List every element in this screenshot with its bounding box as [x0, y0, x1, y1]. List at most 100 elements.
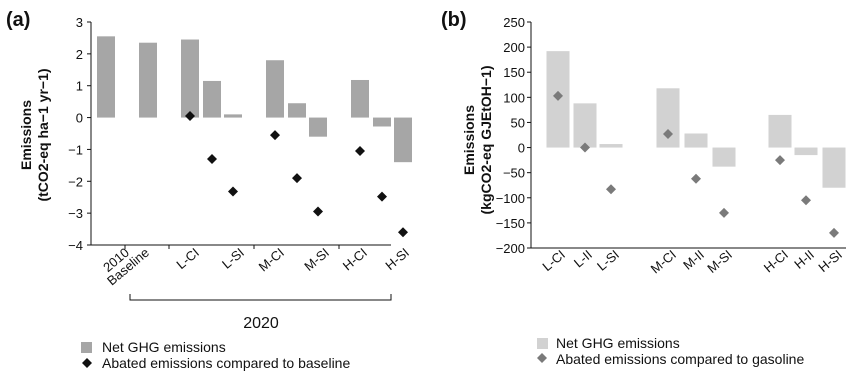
panel-a: (a) Emissions (tCO2-eq ha−1 yr−1) 3 2 1 0 −1…: [6, 9, 412, 371]
panel-b-category-label: M-II: [680, 247, 707, 273]
panel-a-ytick-label: 2: [76, 47, 83, 62]
panel-a-diamond: [292, 173, 302, 184]
panel-b-ytick-label: −200: [496, 241, 525, 256]
panel-b-legend-bar-label: Net GHG emissions: [556, 335, 680, 351]
panel-a-diamond: [185, 110, 195, 121]
panel-a-ylabel: Emissions (tCO2-eq ha−1 yr−1): [18, 68, 51, 201]
panel-b-legend-diamond-swatch: [537, 353, 547, 363]
panel-a-bar: [266, 60, 284, 118]
panel-b-ylabel-line1: Emissions: [461, 105, 477, 175]
panel-b-ylabel: Emissions (kgCO2-eq GJEtOH−1): [461, 66, 494, 215]
panel-b-category-labels: L-CI L-II L-SI M-CI M-IIM-SI H-CI H-IIH-SI: [539, 247, 844, 277]
panel-b-ytick-label: 100: [503, 90, 525, 105]
panel-b-category-label: H-SI: [815, 247, 845, 275]
svg-text:M-II: M-II: [680, 247, 707, 273]
panel-a-ytick-label: 3: [76, 15, 83, 30]
panel-b-ylabel-line2: (kgCO2-eq GJEtOH−1): [478, 66, 494, 215]
panel-b-ytick-label: 150: [503, 65, 525, 80]
panel-a-ytick-label: −2: [68, 174, 83, 189]
panel-b-bar: [768, 114, 792, 148]
panel-a-ylabel-line1: Emissions: [18, 100, 34, 170]
svg-text:H-CI: H-CI: [761, 247, 791, 276]
panel-a-ytick-label: 0: [76, 111, 83, 126]
panel-b-bar: [822, 147, 846, 188]
panel-b-ytick-label: −150: [496, 216, 525, 231]
panel-b: (b) Emissions (kgCO2-eq GJEtOH−1) 250 200…: [441, 9, 846, 367]
panel-a-ytick-label: −1: [68, 142, 83, 157]
panel-a-ytick-label: −3: [68, 206, 83, 221]
svg-text:M-CI: M-CI: [256, 245, 287, 275]
panel-b-axes: 250 200 150 100 50 0 −50 −100 −150 −200: [496, 15, 846, 256]
panel-b-ytick-label: 50: [511, 115, 525, 130]
panel-a-diamond: [228, 186, 238, 197]
panel-a-bar: [351, 79, 369, 118]
panel-a-category-label: L-SI: [219, 245, 247, 272]
svg-text:M-SI: M-SI: [301, 245, 332, 274]
panel-b-category-label: H-II: [791, 247, 817, 272]
panel-b-diamond: [553, 90, 563, 101]
panel-a-diamond: [377, 191, 387, 202]
panel-a-ylabel-line2: (tCO2-eq ha−1 yr−1): [35, 68, 51, 201]
panel-b-diamond: [801, 195, 811, 206]
panel-a-bar: [309, 117, 327, 137]
panel-b-ytick-label: 250: [503, 15, 525, 30]
panel-b-bar: [573, 103, 597, 148]
panel-b-diamond: [606, 184, 616, 195]
panel-a-ytick-label: 1: [76, 79, 83, 94]
panel-b-legend: Net GHG emissions Abated emissions compa…: [537, 335, 804, 367]
panel-b-ytick-label: 200: [503, 40, 525, 55]
panel-a-label: (a): [6, 9, 30, 31]
panel-a-bar: [97, 36, 115, 118]
panel-a-diamond: [207, 153, 217, 164]
panel-a-diamond: [270, 130, 280, 141]
panel-b-legend-bar-swatch: [537, 338, 548, 349]
panel-a-axes: 3 2 1 0 −1 −2 −3 −4: [68, 15, 391, 253]
panel-b-bar: [656, 88, 680, 148]
panel-a-diamond: [398, 227, 408, 238]
panel-b-ytick-label: −50: [503, 166, 525, 181]
panel-b-diamond: [691, 173, 701, 184]
svg-text:H-CI: H-CI: [340, 245, 370, 274]
panel-a-axis-lines: [90, 22, 391, 246]
panel-b-bar: [684, 133, 708, 148]
svg-text:L-SI: L-SI: [594, 247, 622, 274]
panel-a-markers: [185, 110, 408, 238]
svg-text:H-SI: H-SI: [382, 245, 412, 273]
panel-b-label: (b): [441, 9, 467, 31]
panel-a-group-bracket: [129, 294, 392, 301]
svg-text:M-SI: M-SI: [704, 247, 735, 276]
panel-b-category-label: L-II: [571, 247, 595, 271]
svg-text:L-CI: L-CI: [173, 245, 201, 272]
panel-a-category-label: M-SI: [301, 245, 332, 274]
panel-b-ytick-label: −100: [496, 191, 525, 206]
panel-b-ytick-label: 0: [518, 141, 525, 156]
panel-a-category-label: H-SI: [382, 245, 412, 273]
panel-b-diamond: [663, 128, 673, 139]
panel-a-diamond: [313, 206, 323, 217]
panel-b-legend-diamond-label: Abated emissions compared to gasoline: [556, 351, 804, 367]
panel-b-category-label: M-CI: [648, 247, 679, 277]
panel-a-legend-bar-label: Net GHG emissions: [102, 339, 226, 355]
panel-b-diamond: [719, 207, 729, 218]
panel-b-diamond: [829, 227, 839, 238]
svg-text:L-SI: L-SI: [219, 245, 247, 272]
svg-text:L-II: L-II: [571, 247, 595, 271]
panel-a-group-label: 2020: [243, 315, 279, 332]
panel-a-bar: [373, 117, 391, 127]
panel-a-bar: [288, 103, 306, 118]
panel-a-category-label: L-CI: [173, 245, 201, 272]
panel-b-category-label: L-SI: [594, 247, 622, 274]
panel-a-category-label: H-CI: [340, 245, 370, 274]
panel-b-diamond: [775, 155, 785, 166]
panel-b-category-label: L-CI: [539, 247, 567, 274]
panel-a-bar: [181, 39, 199, 118]
svg-text:M-CI: M-CI: [648, 247, 679, 277]
panel-b-bar: [712, 147, 736, 167]
panel-a-legend-diamond-label: Abated emissions compared to baseline: [102, 355, 350, 371]
panel-a-bar: [139, 42, 157, 118]
panel-b-bar: [599, 144, 623, 148]
panel-a-legend-bar-swatch: [81, 342, 92, 353]
svg-text:L-CI: L-CI: [539, 247, 567, 274]
panel-b-bar: [794, 147, 818, 156]
panel-a-diamond: [355, 146, 365, 157]
